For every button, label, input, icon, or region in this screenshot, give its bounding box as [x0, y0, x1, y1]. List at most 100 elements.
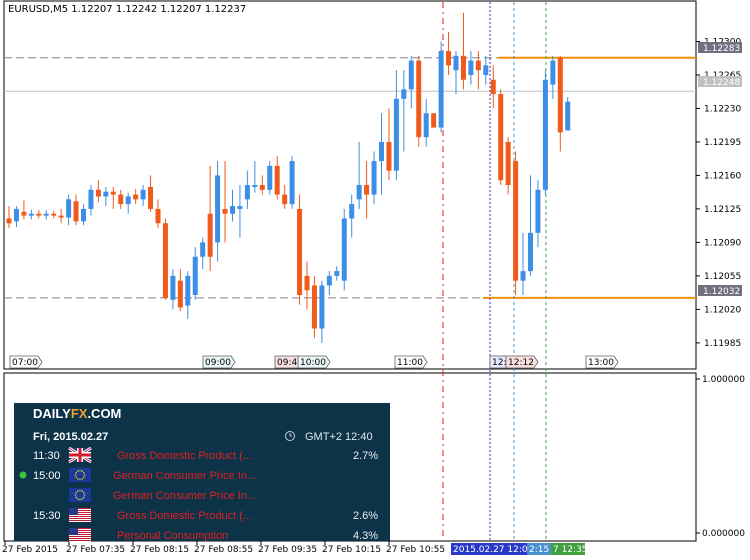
candle-body — [438, 51, 444, 128]
eu-flag-icon — [69, 488, 91, 502]
candle-body — [170, 275, 176, 300]
time-marker: 10:00 — [297, 355, 331, 369]
vertical-event-lines[interactable] — [442, 2, 547, 541]
svg-text:09:45: 09:45 — [277, 358, 303, 368]
candle-body — [118, 194, 124, 205]
candle-body — [349, 204, 355, 219]
event-name: Personal Consumption — [117, 530, 228, 542]
candle-body — [513, 161, 519, 281]
date-tick-label: 27 Feb 10:15 — [322, 545, 381, 555]
price-tick-label: 1.12125 — [704, 205, 741, 215]
candle-body — [148, 186, 154, 209]
candle-body — [274, 165, 280, 195]
candle-body — [58, 215, 64, 218]
event-time: 15:00 — [33, 470, 61, 482]
date-highlight: 2:15 — [527, 543, 551, 555]
svg-text:13:00: 13:00 — [588, 358, 614, 368]
candle-body — [401, 89, 407, 99]
price-level-lines[interactable] — [4, 56, 696, 299]
candle-body — [468, 60, 474, 75]
price-tag-1: 1.12283 — [698, 42, 742, 54]
candle-body — [341, 218, 347, 281]
brand-logo: DAILYFX.COM — [33, 406, 121, 421]
candle-body — [207, 213, 213, 257]
candle-body — [13, 208, 19, 222]
candle-body — [326, 275, 332, 286]
candle-body — [528, 232, 533, 272]
eu-flag-icon — [69, 468, 91, 482]
candle-body — [431, 113, 437, 128]
event-value: 4.3% — [353, 530, 378, 542]
candle-body — [237, 206, 243, 209]
candle-body — [73, 201, 79, 222]
candle-body — [304, 275, 310, 291]
event-name: German Consumer Price In... — [113, 490, 256, 502]
main-chart-frame — [3, 0, 697, 370]
candle-body — [6, 218, 12, 224]
candle-body — [334, 271, 340, 276]
candle-body — [259, 185, 265, 190]
candle-body — [408, 60, 414, 90]
panel-date: Fri, 2015.02.27 — [33, 431, 108, 443]
candlestick-series — [6, 12, 571, 343]
candle-body — [51, 213, 57, 216]
price-tick-label: 1.12265 — [704, 71, 741, 81]
clock-icon — [285, 431, 295, 441]
candle-body — [215, 175, 221, 243]
candle-body — [252, 185, 258, 187]
candle-body — [282, 194, 288, 205]
candle-body — [364, 185, 370, 195]
price-tick-label: 1.12020 — [704, 305, 741, 315]
date-tick-label: 27 Feb 10:55 — [386, 545, 445, 555]
price-tick-label: 1.12160 — [704, 171, 741, 181]
candle-body — [550, 60, 556, 85]
candle-body — [565, 101, 571, 131]
candle-body — [416, 60, 422, 138]
candle-body — [222, 208, 228, 214]
candle-body — [133, 194, 139, 200]
date-tick-label: 27 Feb 07:35 — [66, 545, 125, 555]
chart-title: EURUSD,M5 1.12207 1.12242 1.12207 1.1223… — [8, 4, 246, 15]
candle-body — [557, 57, 563, 133]
candle-body — [386, 141, 392, 171]
svg-text:7 12:35: 7 12:35 — [553, 545, 588, 555]
candle-body — [356, 185, 362, 200]
date-tick-label: 27 Feb 09:35 — [258, 545, 317, 555]
event-row: 15:00 German Consumer Price In... — [19, 468, 256, 482]
candle-body — [177, 280, 183, 308]
indicator-axis: 1.000000 0.000000 — [696, 375, 745, 539]
event-time: 11:30 — [33, 450, 60, 462]
candle-body — [267, 165, 273, 190]
event-list: 11:30 Gross Domestic Product (... 2.7% 15:0… — [19, 446, 378, 542]
event-value: 2.7% — [353, 450, 378, 462]
candle-body — [423, 113, 429, 138]
candle-body — [535, 189, 541, 233]
svg-text:2015.02.27 12:00: 2015.02.27 12:00 — [453, 545, 534, 555]
time-marker: 09:00 — [202, 355, 236, 369]
svg-text:0.000000: 0.000000 — [702, 529, 745, 539]
candle-body — [140, 189, 146, 200]
svg-text:12:12: 12:12 — [508, 358, 534, 368]
candle-body — [379, 141, 384, 162]
candle-body — [185, 275, 191, 306]
candle-body — [110, 191, 116, 195]
svg-text:1.000000: 1.000000 — [702, 375, 745, 385]
candle-body — [319, 285, 325, 329]
event-row: 11:30 Gross Domestic Product (... 2.7% — [33, 446, 378, 464]
time-marker: 07:00 — [9, 355, 43, 369]
date-axis: 27 Feb 2015 27 Feb 07:35 27 Feb 08:15 27 Fe… — [2, 541, 588, 555]
event-row: German Consumer Price In... — [69, 488, 256, 502]
candle-body — [95, 189, 101, 197]
candle-body — [505, 141, 511, 185]
us-flag-icon — [69, 508, 91, 522]
date-tick-label: 27 Feb 08:15 — [130, 545, 189, 555]
svg-text:2:15: 2:15 — [529, 545, 549, 555]
candle-body — [490, 79, 496, 95]
candle-body — [103, 191, 109, 197]
date-tick-label: 27 Feb 08:55 — [194, 545, 253, 555]
date-highlight: 7 12:35 — [551, 543, 588, 555]
candle-body — [297, 208, 303, 296]
svg-text:1.12283: 1.12283 — [703, 44, 740, 54]
